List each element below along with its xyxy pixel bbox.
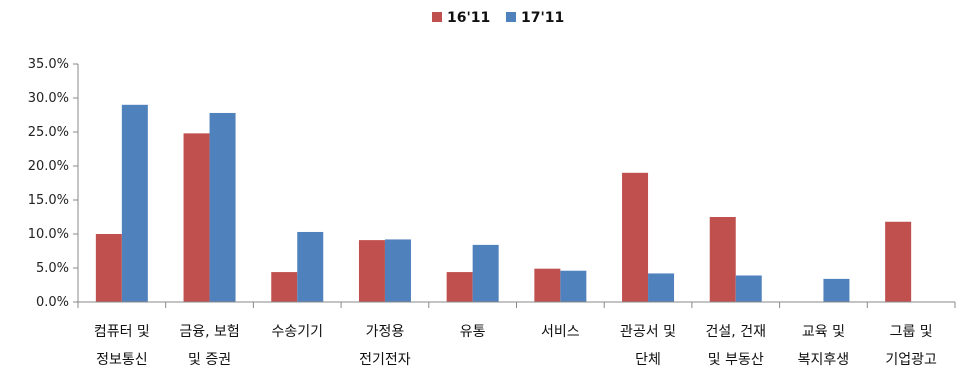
category-label: 정보통신: [96, 352, 148, 368]
y-tick-label: 35.0%: [28, 57, 69, 72]
category-label: 단체: [635, 352, 661, 368]
category-label: 복지후생: [798, 352, 850, 368]
y-tick-label: 25.0%: [28, 125, 69, 140]
y-tick-label: 20.0%: [28, 159, 69, 174]
bar-series2: [823, 278, 850, 302]
bar-series1: [271, 272, 298, 302]
bar-series2: [735, 275, 762, 302]
bar-series2: [648, 273, 675, 302]
legend-label: 16'11: [447, 10, 490, 26]
bar-series1: [95, 234, 122, 302]
y-tick-label: 30.0%: [28, 91, 69, 106]
legend-swatch: [506, 12, 516, 22]
category-label: 관공서 및: [620, 324, 676, 340]
bar-series1: [622, 172, 649, 302]
bar-series1: [358, 240, 385, 302]
bar-series1: [446, 272, 473, 302]
category-label: 전기전자: [359, 352, 411, 368]
bar-series1: [534, 268, 561, 302]
y-tick-label: 10.0%: [28, 227, 69, 242]
category-label: 및 증권: [188, 352, 231, 368]
category-label: 가정용: [366, 324, 405, 340]
category-label: 기업광고: [885, 352, 937, 368]
category-label: 금융, 보험: [179, 324, 239, 340]
category-label: 그룹 및: [890, 324, 933, 340]
bar-series1: [885, 221, 912, 302]
category-label: 및 부동산: [708, 352, 764, 368]
legend-swatch: [432, 12, 442, 22]
bars: [95, 104, 912, 303]
category-label: 서비스: [541, 324, 580, 340]
bar-series1: [183, 133, 210, 302]
y-tick-label: 0.0%: [36, 295, 69, 310]
legend: 16'11 17'11: [432, 10, 564, 26]
category-label: 건설, 건재: [706, 324, 766, 340]
legend-label: 17'11: [521, 10, 564, 26]
y-tick-label: 5.0%: [36, 261, 69, 276]
category-label: 수송기기: [271, 324, 323, 340]
bar-series1: [709, 217, 736, 302]
bar-series2: [121, 104, 148, 302]
category-label: 유통: [460, 324, 486, 340]
bar-series2: [209, 112, 236, 303]
bar-series2: [560, 270, 587, 302]
bar-series2: [297, 231, 324, 302]
bar-series2: [384, 239, 411, 302]
category-label: 컴퓨터 및: [94, 324, 150, 340]
y-tick-label: 15.0%: [28, 193, 69, 208]
y-axis: 0.0% 5.0% 10.0% 15.0% 20.0% 25.0% 30.0% 35.0%: [28, 57, 79, 310]
bar-series2: [472, 244, 499, 302]
category-label: 교육 및: [802, 324, 845, 340]
